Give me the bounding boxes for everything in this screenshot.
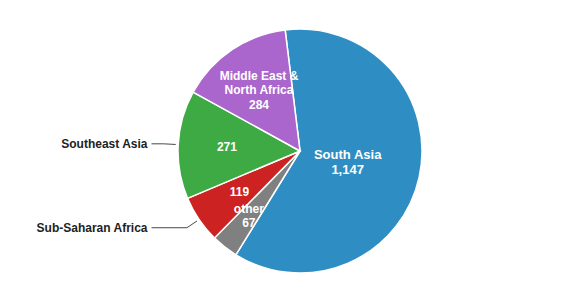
slice-name: other <box>234 202 264 216</box>
chart: South Asia1,147 other67 Sub-Saharan Africa… <box>0 0 570 302</box>
data-label: 1,147 <box>331 162 364 177</box>
annotation: Sub-Saharan Africa <box>37 221 148 235</box>
data-label: 119 <box>230 185 250 199</box>
slices <box>178 29 422 273</box>
annotation: Southeast Asia <box>61 137 148 151</box>
chart-container: South Asia1,147 other67 Sub-Saharan Africa… <box>0 0 570 302</box>
labels: South Asia1,147 other67 Sub-Saharan Africa… <box>37 69 383 235</box>
data-label: 284 <box>249 98 269 112</box>
slice-name: Middle East &North Africa <box>220 69 299 97</box>
leader-line <box>152 143 176 145</box>
data-label: 67 <box>242 216 256 230</box>
leader-line <box>152 221 198 228</box>
pie-slice <box>193 30 300 151</box>
slice-name: South Asia <box>314 146 382 161</box>
data-label: 271 <box>217 140 237 154</box>
